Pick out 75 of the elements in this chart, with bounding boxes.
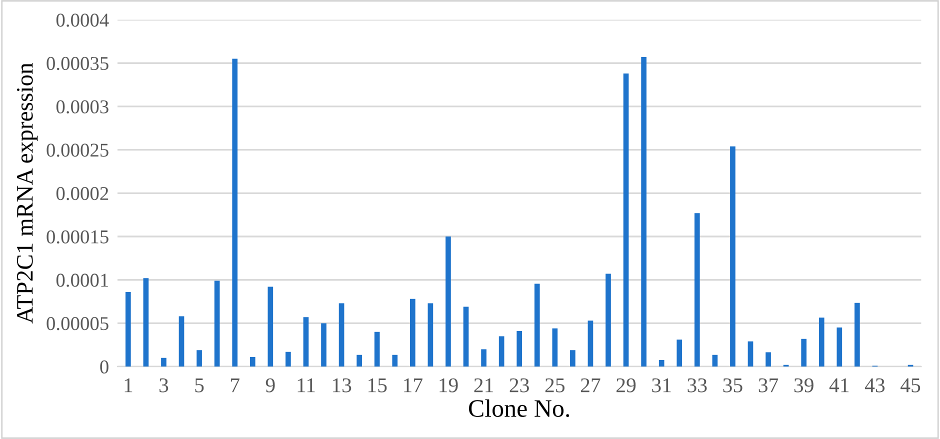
y-tick-label: 0.00035 bbox=[46, 56, 108, 70]
bar bbox=[374, 332, 380, 367]
x-tick-label: 1 bbox=[124, 378, 132, 392]
bar bbox=[428, 303, 434, 367]
x-tick-label: 3 bbox=[160, 378, 168, 392]
x-tick-label: 31 bbox=[652, 378, 671, 392]
bar bbox=[552, 328, 558, 367]
x-tick-label: 21 bbox=[474, 378, 493, 392]
bar bbox=[161, 358, 166, 367]
bar bbox=[676, 340, 682, 367]
x-tick-label: 17 bbox=[404, 378, 422, 392]
x-tick-label: 41 bbox=[829, 378, 849, 392]
bar bbox=[481, 349, 486, 367]
x-tick-label: 11 bbox=[298, 378, 315, 392]
x-tick-label: 27 bbox=[580, 378, 600, 392]
bar bbox=[286, 352, 291, 367]
bar bbox=[658, 360, 664, 367]
y-tick-label: 0.00005 bbox=[46, 317, 108, 330]
y-tick-label: 0.00025 bbox=[46, 144, 108, 157]
x-tick-label: 33 bbox=[688, 378, 707, 392]
x-tick-label: 39 bbox=[794, 378, 814, 392]
y-tick-label: 0.0001 bbox=[56, 274, 108, 287]
bar bbox=[606, 274, 611, 367]
x-tick-label: 5 bbox=[195, 378, 204, 392]
y-axis-title: ATP2C1 mRNA expression bbox=[16, 63, 38, 324]
bar bbox=[196, 350, 202, 367]
bar bbox=[232, 58, 238, 367]
y-tick-label: 0.0004 bbox=[56, 14, 109, 27]
x-tick-label: 43 bbox=[864, 378, 885, 392]
bar bbox=[641, 57, 646, 367]
x-tick-label: 13 bbox=[332, 378, 352, 392]
bar bbox=[694, 213, 700, 367]
y-tick-label: 0.0002 bbox=[56, 186, 108, 200]
y-tick-label: 0.0003 bbox=[56, 100, 108, 114]
bar bbox=[801, 338, 807, 367]
bar bbox=[321, 323, 326, 367]
bar bbox=[338, 303, 344, 367]
bar bbox=[214, 280, 220, 367]
bar bbox=[748, 341, 754, 367]
x-tick-label: 29 bbox=[616, 378, 636, 392]
bar bbox=[854, 302, 860, 367]
x-tick-label: 35 bbox=[723, 378, 742, 392]
bar bbox=[268, 286, 274, 367]
bar bbox=[588, 320, 594, 367]
y-tick-label: 0.00015 bbox=[46, 230, 108, 244]
bar bbox=[498, 336, 504, 367]
bar bbox=[730, 146, 736, 367]
x-tick-label: 9 bbox=[266, 378, 275, 392]
bar bbox=[303, 317, 309, 367]
bar bbox=[143, 278, 149, 367]
bar bbox=[623, 74, 629, 367]
bar bbox=[836, 328, 842, 367]
bar bbox=[534, 284, 540, 367]
bar bbox=[463, 306, 469, 367]
bar bbox=[570, 350, 576, 367]
bar bbox=[392, 354, 398, 367]
x-tick-label: 15 bbox=[368, 378, 387, 392]
bar bbox=[250, 357, 256, 367]
x-tick-label: 25 bbox=[545, 378, 565, 392]
x-axis-title: Clone No. bbox=[468, 399, 570, 418]
bar bbox=[818, 318, 824, 367]
bar bbox=[356, 354, 362, 367]
x-tick-label: 7 bbox=[231, 378, 240, 392]
y-tick-label: 0 bbox=[100, 360, 108, 374]
bar bbox=[516, 331, 522, 367]
bar bbox=[712, 354, 718, 367]
x-tick-label: 19 bbox=[440, 378, 458, 392]
bar bbox=[410, 298, 416, 367]
x-tick-label: 37 bbox=[758, 378, 778, 392]
bar bbox=[766, 352, 771, 367]
x-tick-label: 23 bbox=[510, 378, 529, 392]
bar bbox=[178, 316, 184, 367]
bar bbox=[446, 236, 451, 367]
x-tick-label: 45 bbox=[900, 378, 920, 392]
bar bbox=[126, 292, 131, 367]
